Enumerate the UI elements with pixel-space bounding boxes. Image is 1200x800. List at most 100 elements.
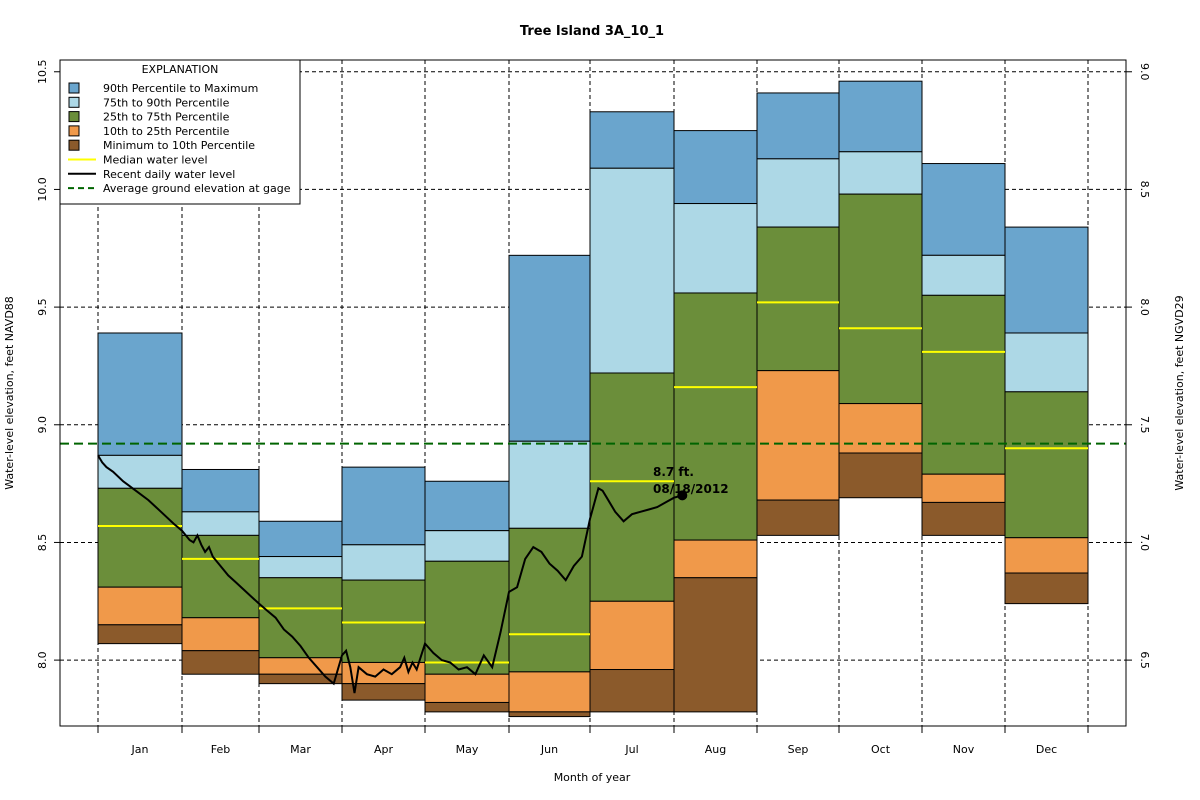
bar-segment-90-to-max	[181, 468, 260, 513]
bar-segment-75-to-90	[921, 254, 1006, 296]
bar-segment-75-to-90	[1004, 332, 1089, 393]
bar-segment-10-to-25	[97, 586, 183, 626]
x-axis-tick-label: Oct	[871, 743, 891, 756]
bar-segment-10-to-25	[1004, 537, 1089, 574]
right-y-tick-label: 7.0	[1138, 534, 1151, 552]
legend-entry: Minimum to 10th Percentile	[103, 139, 255, 152]
left-y-tick-label: 8.0	[36, 651, 49, 669]
bar-segment-90-to-max	[589, 111, 675, 169]
recent-water-level-layer	[97, 454, 688, 694]
bar-segment-10-to-25	[508, 671, 591, 713]
right-y-tick-label: 8.5	[1138, 181, 1151, 199]
bar-segment-min-to-10	[838, 452, 923, 499]
legend-entry: 25th to 75th Percentile	[103, 111, 230, 124]
legend-swatch	[68, 96, 80, 108]
legend-swatch	[68, 111, 80, 123]
x-axis: Jan Feb Mar Apr May Jun Jul Aug Sep Oct Nov Dec	[97, 726, 1089, 756]
bar-segment-25-to-75	[589, 372, 675, 602]
left-y-tick-label: 10.0	[36, 177, 49, 202]
bar-segment-25-to-75	[673, 292, 758, 541]
bar-segment-75-to-90	[673, 203, 758, 294]
right-y-axis: 6.5 7.0 7.5 8.0 8.5 9.0	[1126, 63, 1151, 669]
x-axis-label: Month of year	[554, 771, 631, 784]
bar-segment-75-to-90	[341, 544, 426, 581]
left-y-tick-label: 10.5	[36, 60, 49, 85]
x-axis-tick-label: Jun	[540, 743, 558, 756]
bar-segment-min-to-10	[97, 624, 183, 645]
bar-segment-10-to-25	[838, 403, 923, 454]
x-axis-tick-label: May	[456, 743, 479, 756]
bar-segment-75-to-90	[258, 556, 343, 579]
legend-entry: 75th to 90th Percentile	[103, 96, 230, 109]
bar-segment-25-to-75	[756, 226, 840, 372]
legend-swatch	[68, 125, 80, 137]
bar-segment-90-to-max	[921, 163, 1006, 256]
bars-layer	[97, 80, 1089, 718]
bar-segment-90-to-max	[424, 480, 510, 532]
bar-segment-90-to-max	[97, 332, 183, 456]
bar-segment-min-to-10	[181, 650, 260, 675]
left-y-tick-label: 9.5	[36, 298, 49, 316]
x-axis-tick-label: Nov	[953, 743, 975, 756]
legend-entry: Median water level	[103, 154, 208, 167]
annotation-value-label: 8.7 ft.	[653, 465, 694, 479]
bar-segment-10-to-25	[921, 473, 1006, 503]
left-y-tick-label: 8.5	[36, 534, 49, 552]
bar-segment-75-to-90	[756, 158, 840, 228]
bar-segment-90-to-max	[341, 466, 426, 546]
bar-segment-10-to-25	[341, 661, 426, 685]
left-y-tick-label: 9.0	[36, 416, 49, 434]
bar-segment-75-to-90	[424, 530, 510, 562]
bar-segment-75-to-90	[508, 440, 591, 529]
latest-reading-marker	[677, 490, 688, 501]
bar-segment-min-to-10	[921, 501, 1006, 536]
bar-segment-25-to-75	[341, 579, 426, 663]
bar-segment-75-to-90	[589, 167, 675, 374]
bar-segment-10-to-25	[673, 539, 758, 579]
bar-segment-90-to-max	[508, 254, 591, 442]
chart-title: Tree Island 3A_10_1	[520, 24, 664, 39]
bar-segment-75-to-90	[97, 454, 183, 489]
bar-segment-10-to-25	[589, 600, 675, 671]
bar-segment-90-to-max	[1004, 226, 1089, 334]
plot-frame	[59, 59, 1127, 727]
x-axis-tick-label: Feb	[211, 743, 230, 756]
bar-segment-min-to-10	[424, 701, 510, 713]
right-y-axis-label: Water-level elevation, feet NGVD29	[1173, 295, 1186, 490]
left-y-axis: 8.0 8.5 9.0 9.5 10.0 10.5	[36, 60, 60, 669]
bar-segment-25-to-75	[181, 534, 260, 619]
annotation-layer: 8.7 ft. 08/18/2012	[653, 465, 729, 496]
legend-swatch	[68, 139, 80, 151]
x-axis-tick-label: Jul	[624, 743, 638, 756]
bar-segment-min-to-10	[1004, 572, 1089, 605]
bar-segment-90-to-max	[258, 520, 343, 558]
bar-segment-25-to-75	[258, 577, 343, 659]
bar-segment-10-to-25	[424, 673, 510, 703]
bar-segment-25-to-75	[838, 193, 923, 405]
annotation-date-label: 08/18/2012	[653, 482, 729, 496]
bar-segment-25-to-75	[921, 294, 1006, 475]
bar-segment-25-to-75	[508, 527, 591, 673]
bar-segment-min-to-10	[508, 711, 591, 718]
legend-swatch	[68, 82, 80, 94]
bar-segment-25-to-75	[1004, 391, 1089, 539]
x-axis-tick-label: Jan	[131, 743, 149, 756]
x-axis-tick-label: Mar	[290, 743, 311, 756]
right-y-tick-label: 6.5	[1138, 651, 1151, 669]
legend-entry: 10th to 25th Percentile	[103, 125, 230, 138]
bar-segment-90-to-max	[838, 80, 923, 153]
bar-segment-90-to-max	[756, 92, 840, 160]
x-axis-tick-label: Dec	[1036, 743, 1057, 756]
bar-segment-min-to-10	[756, 499, 840, 536]
legend-title: EXPLANATION	[142, 63, 219, 76]
recent-water-level-line	[97, 454, 683, 694]
bar-segment-10-to-25	[258, 657, 343, 675]
right-y-tick-label: 7.5	[1138, 416, 1151, 434]
bar-segment-min-to-10	[673, 577, 758, 713]
bar-segment-10-to-25	[181, 617, 260, 652]
legend-entry: Average ground elevation at gage	[103, 182, 291, 195]
bar-segment-75-to-90	[838, 151, 923, 195]
bar-segment-75-to-90	[181, 511, 260, 536]
right-y-tick-label: 9.0	[1138, 63, 1151, 81]
